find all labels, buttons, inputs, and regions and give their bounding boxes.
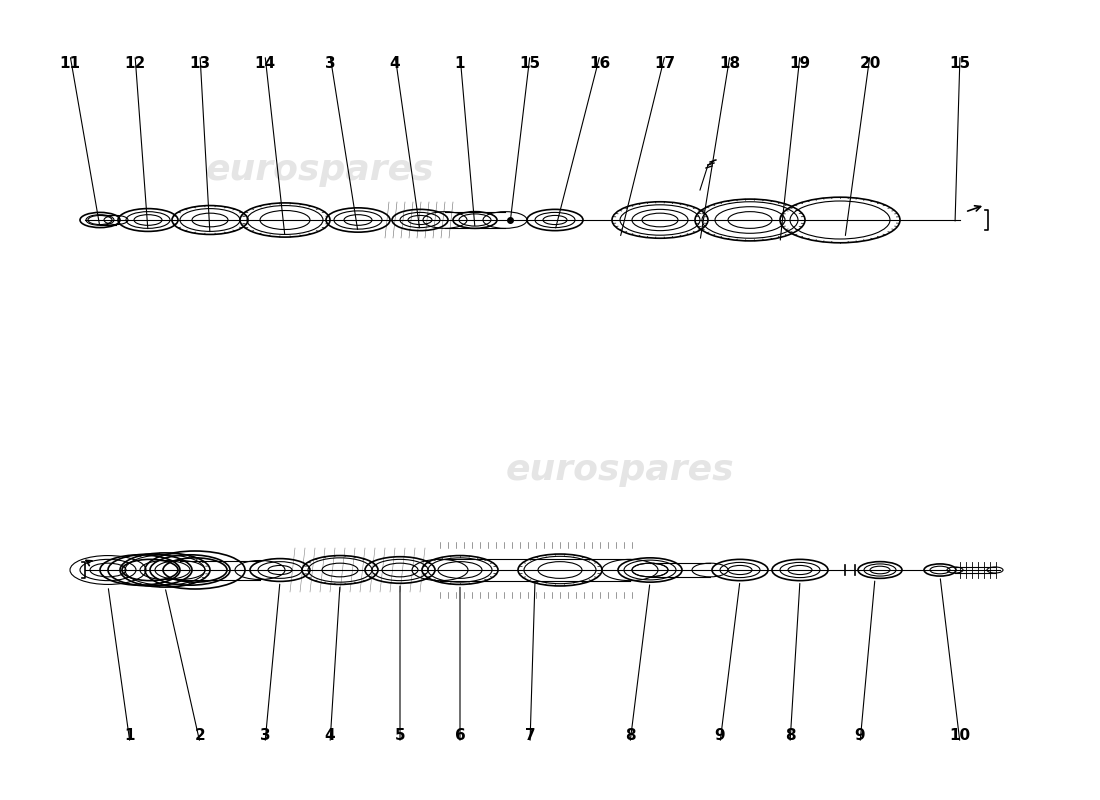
Text: 1: 1 xyxy=(124,727,135,742)
Text: 15: 15 xyxy=(949,55,970,70)
Text: 8: 8 xyxy=(625,727,636,742)
Text: 15: 15 xyxy=(519,55,540,70)
Text: 3: 3 xyxy=(324,55,336,70)
Text: 17: 17 xyxy=(654,55,675,70)
Text: 20: 20 xyxy=(859,55,881,70)
Text: eurospares: eurospares xyxy=(206,153,434,187)
Text: 8: 8 xyxy=(784,727,795,742)
Text: eurospares: eurospares xyxy=(506,453,735,487)
Text: 6: 6 xyxy=(454,727,465,742)
Text: 7: 7 xyxy=(525,727,536,742)
Text: 10: 10 xyxy=(949,727,970,742)
Text: 19: 19 xyxy=(790,55,811,70)
Text: 5: 5 xyxy=(395,727,405,742)
Text: 13: 13 xyxy=(189,55,210,70)
Text: 18: 18 xyxy=(719,55,740,70)
Text: 9: 9 xyxy=(715,727,725,742)
Text: 9: 9 xyxy=(855,727,866,742)
Text: 16: 16 xyxy=(590,55,610,70)
Text: 12: 12 xyxy=(124,55,145,70)
Text: 3: 3 xyxy=(260,727,271,742)
Text: 11: 11 xyxy=(59,55,80,70)
Text: 4: 4 xyxy=(389,55,400,70)
Text: 2: 2 xyxy=(195,727,206,742)
Text: 14: 14 xyxy=(254,55,276,70)
Text: 4: 4 xyxy=(324,727,336,742)
Text: 1: 1 xyxy=(454,55,465,70)
